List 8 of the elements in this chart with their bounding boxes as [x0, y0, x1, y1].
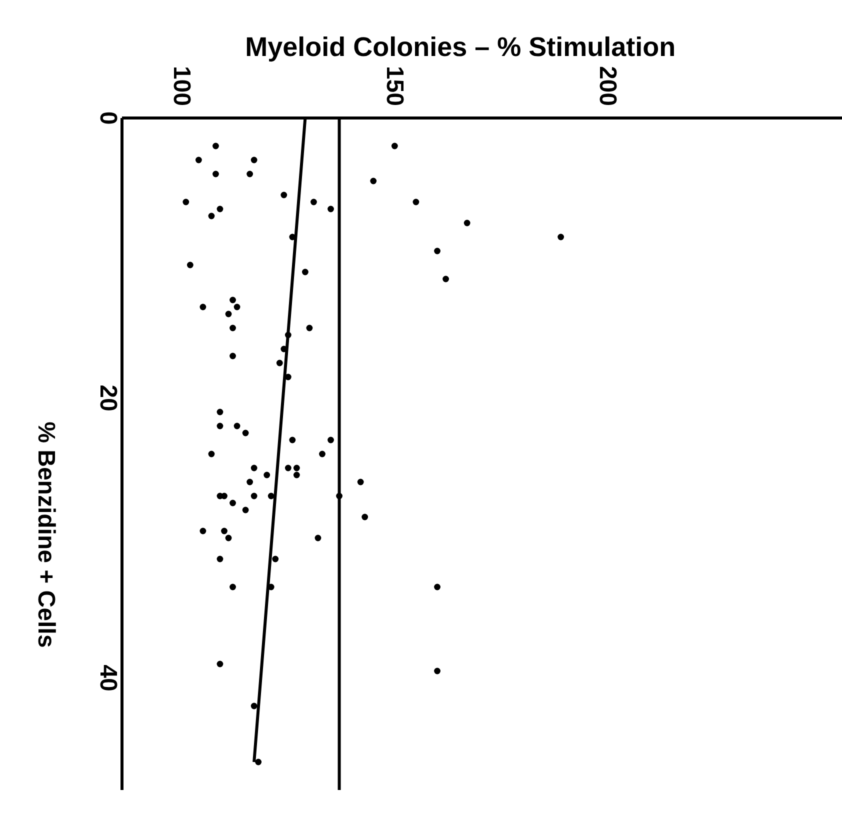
y-tick-label: 40: [94, 664, 122, 692]
x-tick-label: 150: [381, 66, 408, 106]
x-tick-label: 100: [168, 66, 196, 106]
x-tick-label: 200: [594, 66, 622, 106]
x-axis-title: Myeloid Colonies – % Stimulation: [245, 32, 676, 62]
y-tick-label: 20: [94, 384, 122, 412]
y-axis-title: % Benzidine + Cells: [32, 422, 60, 648]
y-tick-label: 0: [94, 111, 122, 125]
